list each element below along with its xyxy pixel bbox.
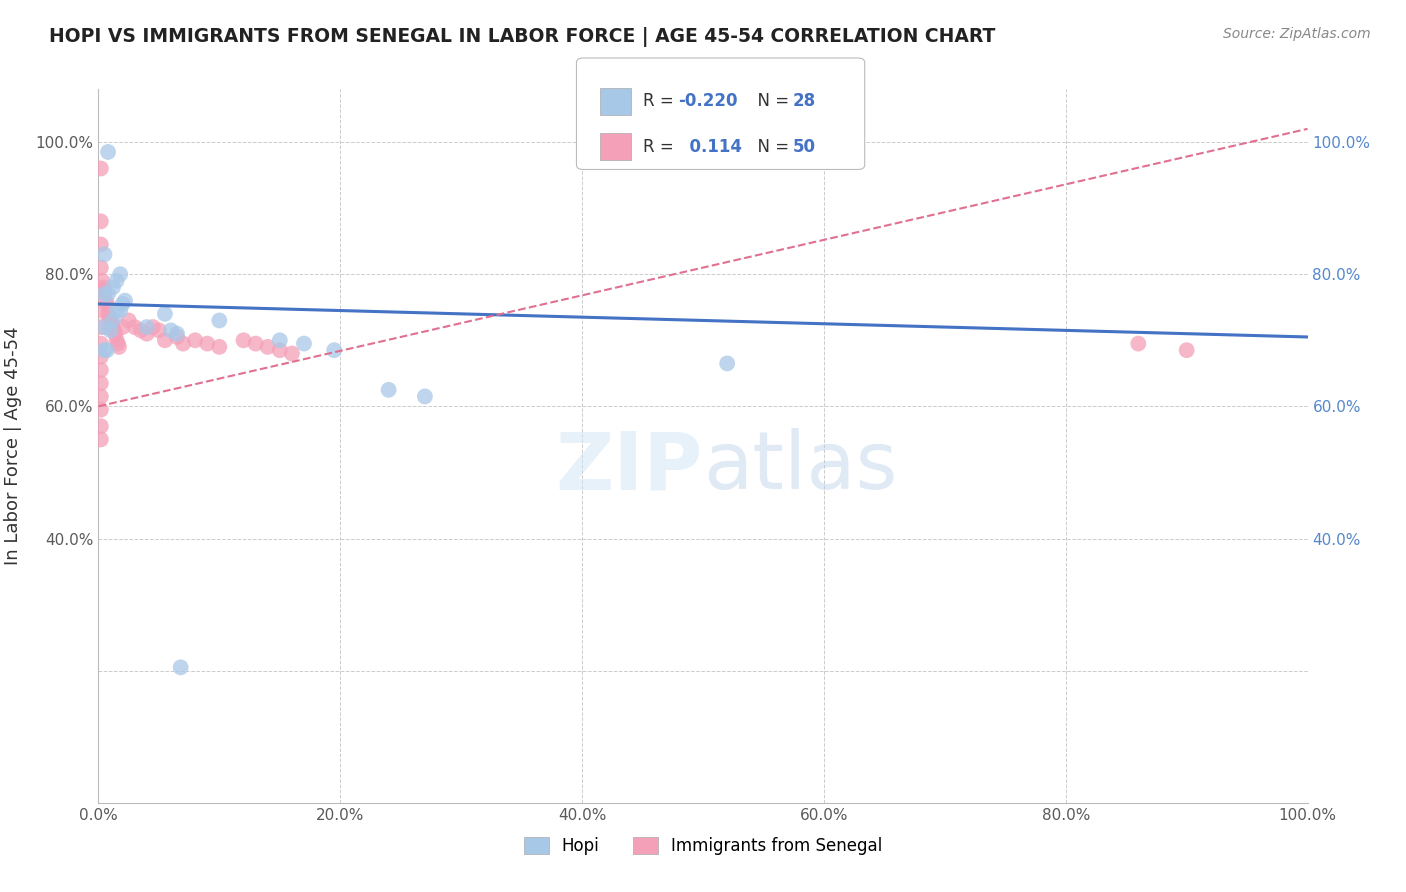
Point [135,326,157,341]
Text: N =: N = [747,93,794,111]
Point [104,326,127,341]
Point [256,340,278,354]
Point [93,284,115,298]
Point [90,336,112,351]
Point [97,307,120,321]
Point [118,313,141,327]
Point [91,274,114,288]
Point [90,214,112,228]
Point [90,376,112,391]
Point [148,323,170,337]
Text: 28: 28 [793,93,815,111]
Point [90,402,112,417]
Point [232,333,254,347]
Point [1175,343,1198,358]
Point [269,343,291,358]
Point [90,433,112,447]
Point [135,320,157,334]
Point [184,333,207,347]
Point [142,320,165,334]
Point [105,274,128,288]
Y-axis label: In Labor Force | Age 45-54: In Labor Force | Age 45-54 [4,326,21,566]
Point [105,303,128,318]
Point [108,267,131,281]
Point [90,237,112,252]
Point [269,333,291,347]
Point [97,145,120,159]
Point [100,317,122,331]
Point [195,336,218,351]
Point [93,320,115,334]
Text: HOPI VS IMMIGRANTS FROM SENEGAL IN LABOR FORCE | AGE 45-54 CORRELATION CHART: HOPI VS IMMIGRANTS FROM SENEGAL IN LABOR… [49,27,995,46]
Point [90,303,112,318]
Point [90,260,112,275]
Text: -0.220: -0.220 [678,93,737,111]
Point [90,350,112,364]
Point [1128,336,1150,351]
Point [153,333,176,347]
Point [716,356,738,370]
Point [108,303,131,318]
Text: N =: N = [747,137,794,155]
Point [94,293,117,308]
Point [90,389,112,403]
Point [100,323,122,337]
Point [292,336,315,351]
Text: atlas: atlas [703,428,897,507]
Point [90,320,112,334]
Point [166,330,188,344]
Point [105,333,128,347]
Point [98,310,121,325]
Point [90,161,112,176]
Point [107,336,129,351]
Point [166,326,188,341]
Point [413,389,436,403]
Point [111,320,134,334]
Point [101,280,124,294]
Point [129,323,152,337]
Point [208,340,231,354]
Point [100,313,122,327]
Point [90,284,112,298]
Point [114,293,136,308]
Text: 0.114: 0.114 [678,137,742,155]
Point [101,313,124,327]
Point [96,343,118,358]
Point [281,346,304,360]
Point [245,336,267,351]
Text: R =: R = [643,137,679,155]
Point [160,323,183,337]
Point [93,247,115,261]
Text: ZIP: ZIP [555,428,703,507]
Point [93,287,115,301]
Point [169,660,191,674]
Point [323,343,346,358]
Point [96,297,118,311]
Point [124,320,146,334]
Point [103,323,125,337]
Point [91,280,114,294]
Point [101,320,124,334]
Legend: Hopi, Immigrants from Senegal: Hopi, Immigrants from Senegal [523,837,883,855]
Text: R =: R = [643,93,679,111]
Point [377,383,399,397]
Point [97,287,120,301]
Point [208,313,231,327]
Point [172,336,194,351]
Point [93,343,115,358]
Point [111,297,134,311]
Text: Source: ZipAtlas.com: Source: ZipAtlas.com [1223,27,1371,41]
Point [90,419,112,434]
Point [90,363,112,377]
Point [108,340,131,354]
Point [153,307,176,321]
Text: 50: 50 [793,137,815,155]
